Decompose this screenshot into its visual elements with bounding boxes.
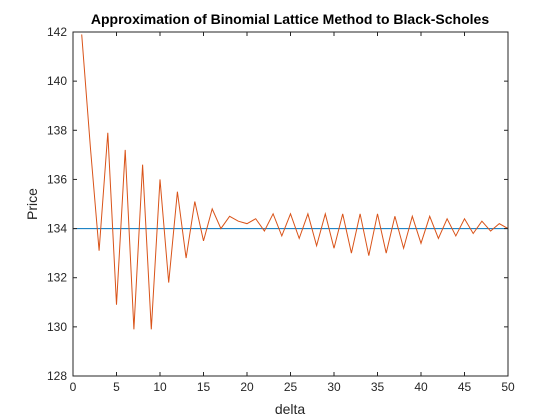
x-tick-label: 10 <box>153 380 167 394</box>
x-tick-label: 45 <box>458 380 472 394</box>
x-tick-label: 5 <box>113 380 120 394</box>
y-tick-label: 128 <box>47 369 67 383</box>
chart-title: Approximation of Binomial Lattice Method… <box>91 11 489 27</box>
x-tick-label: 50 <box>501 380 515 394</box>
x-tick-label: 30 <box>327 380 341 394</box>
x-tick-label: 20 <box>240 380 254 394</box>
y-tick-label: 130 <box>47 320 67 334</box>
x-tick-label: 0 <box>70 380 77 394</box>
y-tick-label: 136 <box>47 172 67 186</box>
y-tick-label: 140 <box>47 74 67 88</box>
y-tick-label: 138 <box>47 123 67 137</box>
x-tick-label: 40 <box>414 380 428 394</box>
y-tick-label: 142 <box>47 25 67 39</box>
y-axis-label: Price <box>24 188 40 220</box>
plot-area <box>73 32 508 376</box>
y-tick-label: 132 <box>47 271 67 285</box>
x-tick-label: 35 <box>371 380 385 394</box>
x-tick-label: 25 <box>284 380 298 394</box>
x-axis-label: delta <box>275 401 306 417</box>
y-tick-label: 134 <box>47 222 67 236</box>
x-tick-label: 15 <box>197 380 211 394</box>
